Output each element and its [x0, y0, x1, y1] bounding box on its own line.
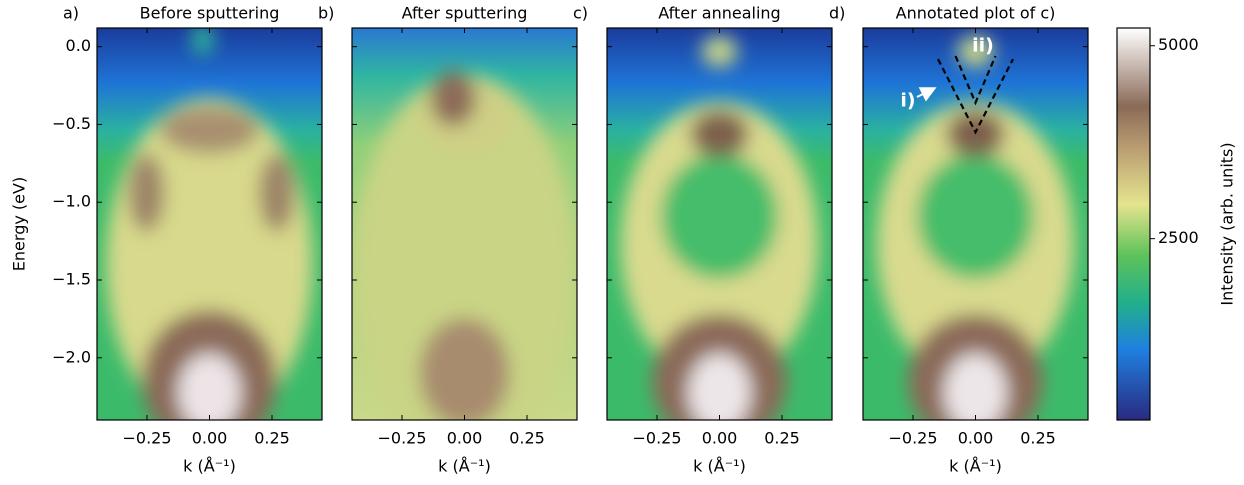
panel-label: c): [573, 4, 588, 23]
heatmap-features: [352, 71, 577, 420]
x-axis-label: k (Å⁻¹): [438, 457, 491, 476]
panel-label: d): [829, 4, 845, 23]
x-tick-label: 0.00: [447, 429, 483, 448]
colorbar-tick-label: 2500: [1158, 228, 1199, 247]
x-tick-label: −0.25: [632, 429, 681, 448]
heatmap-features: [876, 35, 1075, 420]
intensity-feature: [352, 75, 577, 420]
x-tick-label: −0.25: [122, 429, 171, 448]
panel-label: a): [63, 4, 79, 23]
x-tick-label: 0.25: [1020, 429, 1056, 448]
colorbar-label: Intensity (arb. units): [1218, 142, 1237, 305]
x-axis-label: k (Å⁻¹): [183, 457, 236, 476]
panel-title: After annealing: [658, 4, 780, 23]
intensity-feature: [128, 153, 165, 232]
dashed-v-inner: [954, 55, 997, 106]
x-tick-label: 0.25: [254, 429, 290, 448]
heatmap: [863, 28, 1088, 420]
x-tick-label: −0.25: [888, 429, 937, 448]
heatmap: [352, 28, 577, 420]
annotation-label: i): [900, 90, 915, 112]
intensity-feature: [430, 71, 476, 126]
intensity-feature: [160, 106, 259, 154]
intensity-feature: [259, 153, 295, 232]
heatmap: [97, 28, 322, 420]
heatmap-features: [620, 35, 819, 420]
intensity-feature: [688, 353, 751, 420]
y-tick-label: −0.5: [52, 114, 91, 133]
x-tick-label: 0.25: [509, 429, 545, 448]
heatmap-features: [106, 28, 313, 420]
intensity-feature: [957, 35, 994, 68]
panel-label: b): [318, 4, 334, 23]
x-tick-label: 0.25: [764, 429, 800, 448]
intensity-feature: [944, 353, 1007, 420]
y-tick-label: −1.5: [52, 270, 91, 289]
x-tick-label: 0.00: [958, 429, 994, 448]
intensity-feature: [661, 153, 778, 279]
x-tick-label: −0.25: [377, 429, 426, 448]
intensity-feature: [690, 110, 749, 158]
intensity-feature: [701, 35, 738, 68]
dashed-v-outer: [937, 58, 1014, 135]
x-axis-label: k (Å⁻¹): [693, 457, 746, 476]
intensity-feature: [191, 28, 214, 56]
y-tick-label: 0.0: [66, 36, 91, 55]
y-tick-label: −2.0: [52, 347, 91, 366]
heatmap: [607, 28, 832, 420]
intensity-feature: [917, 153, 1034, 279]
annotation-label: ii): [972, 35, 994, 57]
intensity-feature: [419, 318, 510, 420]
x-axis-label: k (Å⁻¹): [949, 457, 1002, 476]
y-axis-label: Energy (eV): [10, 177, 29, 271]
panel-title: Annotated plot of c): [896, 4, 1056, 23]
y-tick-label: −1.0: [52, 192, 91, 211]
panel-title: After sputtering: [402, 4, 528, 23]
panel-title: Before sputtering: [140, 4, 280, 23]
intensity-feature: [178, 353, 241, 420]
x-tick-label: 0.00: [192, 429, 228, 448]
colorbar: [1116, 27, 1151, 421]
annotation-lines: [937, 55, 1014, 135]
x-tick-label: 0.00: [702, 429, 738, 448]
annotation-arrow: [916, 87, 937, 102]
colorbar-tick-label: 5000: [1158, 35, 1199, 54]
